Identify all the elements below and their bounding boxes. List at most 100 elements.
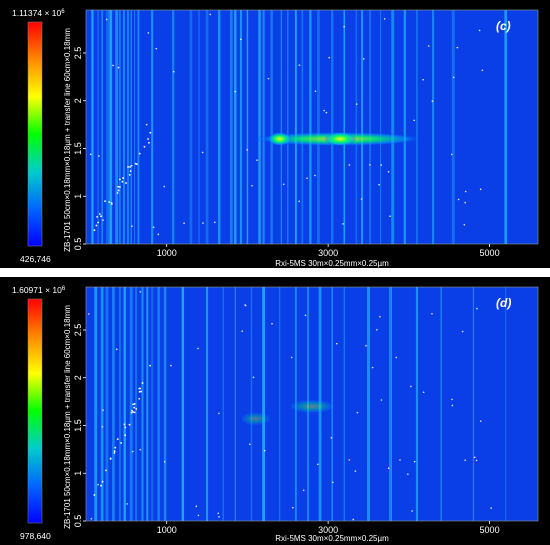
streak-line: [432, 10, 435, 244]
peak-dot: [282, 183, 285, 186]
streak-line: [108, 10, 111, 244]
peak-dot: [209, 13, 212, 16]
panel-label: (c): [496, 19, 511, 33]
peak-dot: [121, 180, 124, 183]
peak-dot: [360, 198, 363, 200]
peak-dot: [218, 516, 220, 518]
y-tick-label: 0.5: [73, 515, 83, 528]
peak-dot: [413, 119, 415, 122]
x-tick-label: 1000: [157, 248, 177, 258]
peak-dot: [314, 90, 317, 92]
streak-line: [198, 10, 200, 244]
peak-dot: [450, 153, 453, 156]
peak-dot: [362, 58, 365, 60]
peak-dot: [127, 166, 129, 168]
peak-dot: [332, 481, 334, 484]
streak-line: [106, 10, 108, 244]
peak-dot: [348, 459, 351, 461]
peak-dot: [380, 399, 383, 401]
peak-dot: [125, 182, 127, 184]
peak-dot: [464, 201, 467, 204]
peak-dot: [183, 222, 185, 225]
peak-dot: [342, 223, 344, 225]
peak-dot: [97, 483, 99, 486]
peak-dot: [378, 183, 380, 186]
peak-dot: [115, 348, 118, 351]
peak-dot: [143, 145, 146, 148]
streak-line: [171, 10, 175, 244]
peak-dot: [476, 307, 478, 310]
peak-dot: [395, 356, 398, 359]
y-tick-label: 2: [73, 98, 83, 103]
streak-line: [389, 287, 390, 521]
peak-dot: [147, 32, 150, 34]
peak-dot: [139, 448, 142, 451]
streak-line: [416, 10, 418, 244]
peak-dot: [380, 164, 382, 166]
streak-line: [234, 10, 237, 244]
peak-dot: [139, 291, 142, 293]
peak-dot: [108, 201, 111, 203]
streak-line: [137, 10, 140, 244]
peak-dot: [323, 109, 325, 112]
peak-dot: [383, 18, 386, 20]
streak-line: [361, 10, 363, 244]
plot-area: [85, 286, 539, 522]
colorbar-gradient: [27, 21, 43, 247]
peak-dot: [140, 390, 142, 393]
peak-dot: [97, 221, 99, 224]
peak-dot: [116, 192, 119, 194]
peak-dot: [365, 344, 367, 347]
peak-dot: [149, 364, 151, 367]
peak-dot: [90, 518, 93, 520]
peak-dot: [120, 442, 123, 444]
y-tick-label: 2.5: [73, 324, 83, 337]
gcxgc-panel-c: 1.11374 × 106 426,746 (c) Rxi-5MS 30m×0.…: [0, 0, 550, 268]
peak-dot: [96, 215, 99, 218]
streak-line: [181, 287, 185, 521]
peak-dot: [101, 425, 104, 428]
peak-dot: [148, 141, 150, 144]
peak-dot: [328, 56, 331, 59]
peak-dot: [325, 111, 328, 114]
peak-dot: [157, 233, 160, 236]
x-axis-label: Rxi-5MS 30m×0.25mm×0.25µm: [275, 534, 389, 543]
streak-line: [262, 10, 265, 244]
streak-line: [157, 287, 160, 521]
peak-dot: [330, 437, 333, 439]
peak-dot: [135, 408, 138, 410]
x-tick-label: 3000: [318, 525, 338, 535]
streak-line: [205, 10, 209, 244]
peak-dot: [102, 409, 104, 411]
peak-dot: [463, 223, 466, 226]
streak-line: [258, 10, 261, 244]
peak-dot: [128, 423, 131, 426]
peak-dot: [100, 484, 102, 487]
streak-line: [123, 287, 126, 521]
peak-dot: [343, 25, 345, 28]
streak-line: [97, 10, 99, 244]
panel-label: (d): [496, 296, 511, 310]
x-tick-label: 5000: [480, 525, 500, 535]
peak-dot: [128, 173, 131, 176]
peak-dot: [411, 510, 413, 512]
peak-dot: [244, 304, 246, 306]
streak-line: [141, 287, 144, 521]
streak-line: [390, 287, 392, 521]
streak-line: [270, 10, 273, 244]
streak-line: [472, 287, 475, 521]
peak-dot: [431, 312, 433, 315]
streak-line: [112, 287, 115, 521]
peak-dot: [302, 489, 305, 492]
streak-line: [451, 10, 455, 244]
y-tick-label: 1.5: [73, 142, 83, 155]
colorbar-min-label: 978,640: [20, 531, 51, 541]
peak-dot: [317, 463, 319, 466]
peak-dot: [251, 184, 253, 187]
streak-line: [505, 287, 507, 521]
streak-line: [355, 10, 358, 244]
streak-line: [279, 287, 281, 521]
streak-line: [151, 10, 154, 244]
peak-dot: [252, 376, 255, 379]
streak-line: [280, 10, 282, 244]
